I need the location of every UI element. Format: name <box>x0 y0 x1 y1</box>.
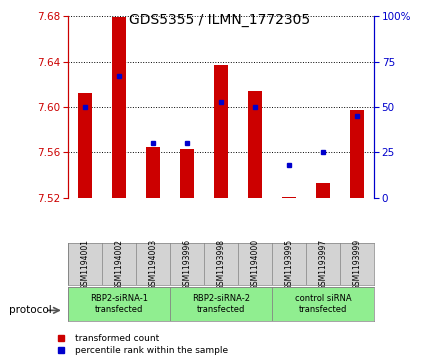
Text: GSM1193999: GSM1193999 <box>352 238 362 290</box>
Text: GSM1193998: GSM1193998 <box>216 238 226 290</box>
Bar <box>78 93 92 198</box>
Bar <box>147 147 160 198</box>
Bar <box>316 183 330 198</box>
Bar <box>180 149 194 198</box>
Text: GSM1194000: GSM1194000 <box>250 238 260 290</box>
Bar <box>170 287 272 321</box>
Bar <box>350 110 364 198</box>
Bar <box>248 91 262 198</box>
Bar <box>112 17 126 198</box>
Bar <box>282 197 296 198</box>
Text: GSM1194002: GSM1194002 <box>115 238 124 290</box>
Text: GSM1193995: GSM1193995 <box>285 238 293 290</box>
Legend: transformed count, percentile rank within the sample: transformed count, percentile rank withi… <box>48 331 231 359</box>
Bar <box>214 65 228 198</box>
Bar <box>68 287 170 321</box>
Text: RBP2-siRNA-1
transfected: RBP2-siRNA-1 transfected <box>90 294 148 314</box>
Text: GSM1194003: GSM1194003 <box>149 238 158 290</box>
Text: GSM1194001: GSM1194001 <box>81 238 90 290</box>
Text: GDS5355 / ILMN_1772305: GDS5355 / ILMN_1772305 <box>129 13 311 27</box>
Text: GSM1193996: GSM1193996 <box>183 238 192 290</box>
Bar <box>272 287 374 321</box>
Text: GSM1193997: GSM1193997 <box>319 238 327 290</box>
Text: protocol: protocol <box>9 305 51 315</box>
Text: control siRNA
transfected: control siRNA transfected <box>295 294 352 314</box>
Text: RBP2-siRNA-2
transfected: RBP2-siRNA-2 transfected <box>192 294 250 314</box>
